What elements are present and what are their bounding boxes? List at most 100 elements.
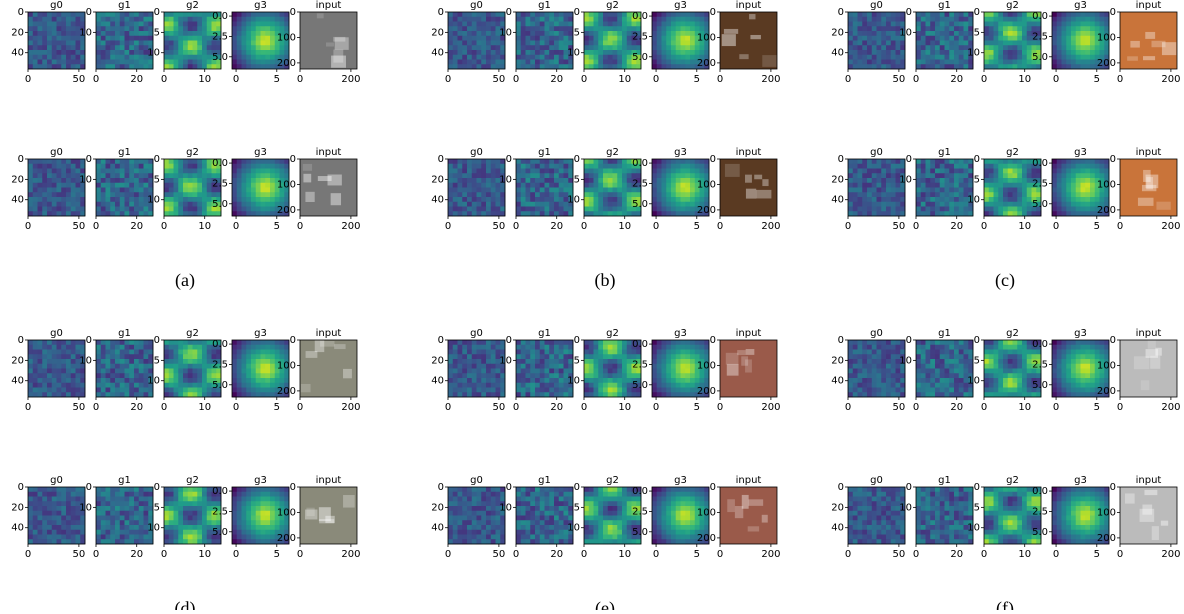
heatmap-cell [568, 17, 573, 22]
heatmap-cell [671, 41, 676, 46]
heatmap-cell [120, 22, 125, 27]
heatmap-cell [690, 31, 695, 36]
heatmap-cell [613, 173, 618, 178]
heatmap-cell [183, 373, 188, 378]
heatmap-cell [169, 31, 174, 36]
heatmap-cell [164, 22, 169, 27]
heatmap-cell [57, 17, 62, 22]
heatmap-cell [76, 22, 81, 27]
y-tick-label: 40 [431, 195, 444, 206]
image-detail [331, 56, 346, 68]
image-detail [739, 54, 748, 59]
heatmap-cell [101, 159, 106, 164]
heatmap-cell [521, 22, 526, 27]
heatmap-cell [164, 535, 169, 540]
heatmap-cell [867, 202, 872, 207]
heatmap-cell [458, 31, 463, 36]
heatmap-cell [38, 369, 43, 374]
heatmap-cell [671, 12, 676, 17]
heatmap-cell [545, 207, 550, 212]
heatmap-cell [535, 188, 540, 193]
heatmap-cell [61, 378, 66, 383]
heatmap-cell [613, 164, 618, 169]
heatmap-cell [66, 31, 71, 36]
heatmap-cell [42, 50, 47, 55]
heatmap-cell [594, 17, 599, 22]
heatmap-cell [125, 169, 130, 174]
heatmap-cell [188, 388, 193, 393]
heatmap-cell [940, 202, 945, 207]
heatmap-cell [1052, 211, 1057, 216]
heatmap-cell [164, 373, 169, 378]
heatmap-cell [1022, 50, 1027, 55]
heatmap-cell [120, 169, 125, 174]
heatmap-cell [139, 12, 144, 17]
heatmap-cell [1076, 26, 1081, 31]
heatmap-cell [96, 511, 101, 516]
heatmap-cell [652, 178, 657, 183]
heatmap-cell [80, 169, 85, 174]
heatmap-cell [207, 41, 212, 46]
heatmap-cell [1071, 60, 1076, 65]
heatmap-cell [516, 164, 521, 169]
heatmap-cell [42, 520, 47, 525]
heatmap-cell [671, 36, 676, 41]
x-tick-label: 10 [618, 221, 631, 232]
heatmap-cell [959, 178, 964, 183]
heatmap-cell [125, 45, 130, 50]
heatmap-cell [270, 12, 275, 17]
heatmap-cell [115, 530, 120, 535]
heatmap-cell [690, 183, 695, 188]
heatmap-cell [535, 211, 540, 216]
heatmap-cell [106, 183, 111, 188]
heatmap-cell [862, 12, 867, 17]
heatmap-cell [110, 506, 115, 511]
heatmap-cell [657, 41, 662, 46]
heatmap-cell [106, 378, 111, 383]
heatmap-cell [207, 164, 212, 169]
heatmap-cell [193, 169, 198, 174]
heatmap-cell [28, 520, 33, 525]
heatmap-cell [700, 173, 705, 178]
heatmap-cell [183, 378, 188, 383]
heatmap-cell [144, 392, 149, 397]
heatmap-cell [202, 492, 207, 497]
heatmap-cell [61, 159, 66, 164]
heatmap-cell [261, 197, 266, 202]
heatmap-cell [1062, 26, 1067, 31]
heatmap-cell [935, 192, 940, 197]
heatmap-cell [28, 26, 33, 31]
heatmap-cell [125, 350, 130, 355]
x-tick-label: 200 [341, 74, 360, 85]
heatmap-cell [144, 350, 149, 355]
heatmap-cell [671, 169, 676, 174]
heatmap-cell [261, 183, 266, 188]
heatmap-cell [174, 202, 179, 207]
heatmap-cell [134, 525, 139, 530]
heatmap-cell [481, 50, 486, 55]
heatmap-cell [1022, 188, 1027, 193]
heatmap-cell [921, 26, 926, 31]
heatmap-cell [169, 202, 174, 207]
heatmap-cell [549, 164, 554, 169]
heatmap-cell [954, 12, 959, 17]
heatmap-cell [481, 159, 486, 164]
heatmap-cell [867, 36, 872, 41]
heatmap-cell [237, 36, 242, 41]
heatmap-cell [251, 12, 256, 17]
heatmap-cell [242, 31, 247, 36]
heatmap-cell [232, 60, 237, 65]
heatmap-cell [139, 41, 144, 46]
heatmap-cell [685, 36, 690, 41]
heatmap-cell [608, 207, 613, 212]
heatmap-cell [921, 202, 926, 207]
heatmap-cell [237, 178, 242, 183]
heatmap-cell [935, 164, 940, 169]
heatmap-cell [462, 60, 467, 65]
heatmap-cell [144, 64, 149, 69]
heatmap-cell [164, 492, 169, 497]
heatmap-cell [202, 64, 207, 69]
heatmap-cell [584, 173, 589, 178]
heatmap-cell [242, 383, 247, 388]
y-tick-label: 100 [697, 32, 716, 43]
